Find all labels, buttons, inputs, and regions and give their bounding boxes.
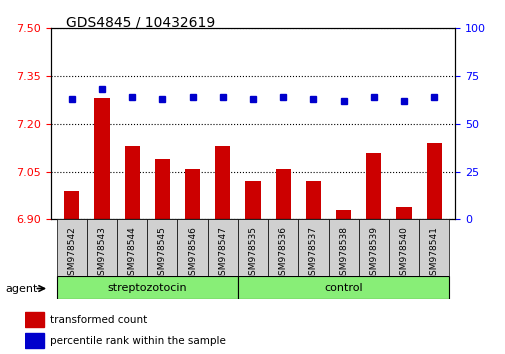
Bar [25,333,43,348]
Text: GSM978535: GSM978535 [248,226,257,281]
Bar [396,207,411,219]
Text: GSM978539: GSM978539 [369,226,378,281]
FancyBboxPatch shape [147,219,177,276]
Bar [124,146,139,219]
Text: GSM978537: GSM978537 [309,226,317,281]
Text: percentile rank within the sample: percentile rank within the sample [50,336,226,346]
Bar [426,143,441,219]
Text: GSM978545: GSM978545 [158,226,167,281]
Bar [366,153,381,219]
Text: GSM978542: GSM978542 [67,226,76,281]
Bar [64,191,79,219]
FancyBboxPatch shape [388,219,418,276]
Bar [25,312,43,327]
Bar [335,210,350,219]
Bar [245,181,260,219]
FancyBboxPatch shape [57,219,87,276]
FancyBboxPatch shape [57,276,237,299]
Bar [155,159,170,219]
Text: GSM978546: GSM978546 [188,226,196,281]
Text: agent: agent [5,284,37,293]
Bar [305,181,320,219]
FancyBboxPatch shape [328,219,358,276]
Text: GDS4845 / 10432619: GDS4845 / 10432619 [66,16,215,30]
Bar [215,146,230,219]
Text: control: control [324,282,362,293]
Text: GSM978538: GSM978538 [338,226,347,281]
FancyBboxPatch shape [268,219,298,276]
Text: GSM978544: GSM978544 [127,226,136,281]
Text: transformed count: transformed count [50,315,147,325]
Bar [94,98,109,219]
Bar [275,169,290,219]
FancyBboxPatch shape [298,219,328,276]
FancyBboxPatch shape [237,219,268,276]
FancyBboxPatch shape [358,219,388,276]
FancyBboxPatch shape [207,219,237,276]
Bar [185,169,200,219]
FancyBboxPatch shape [117,219,147,276]
Text: GSM978547: GSM978547 [218,226,227,281]
Text: GSM978540: GSM978540 [399,226,408,281]
Text: streptozotocin: streptozotocin [107,282,187,293]
FancyBboxPatch shape [177,219,207,276]
Text: GSM978543: GSM978543 [97,226,106,281]
FancyBboxPatch shape [237,276,448,299]
FancyBboxPatch shape [418,219,448,276]
Text: GSM978536: GSM978536 [278,226,287,281]
FancyBboxPatch shape [87,219,117,276]
Text: GSM978541: GSM978541 [429,226,438,281]
